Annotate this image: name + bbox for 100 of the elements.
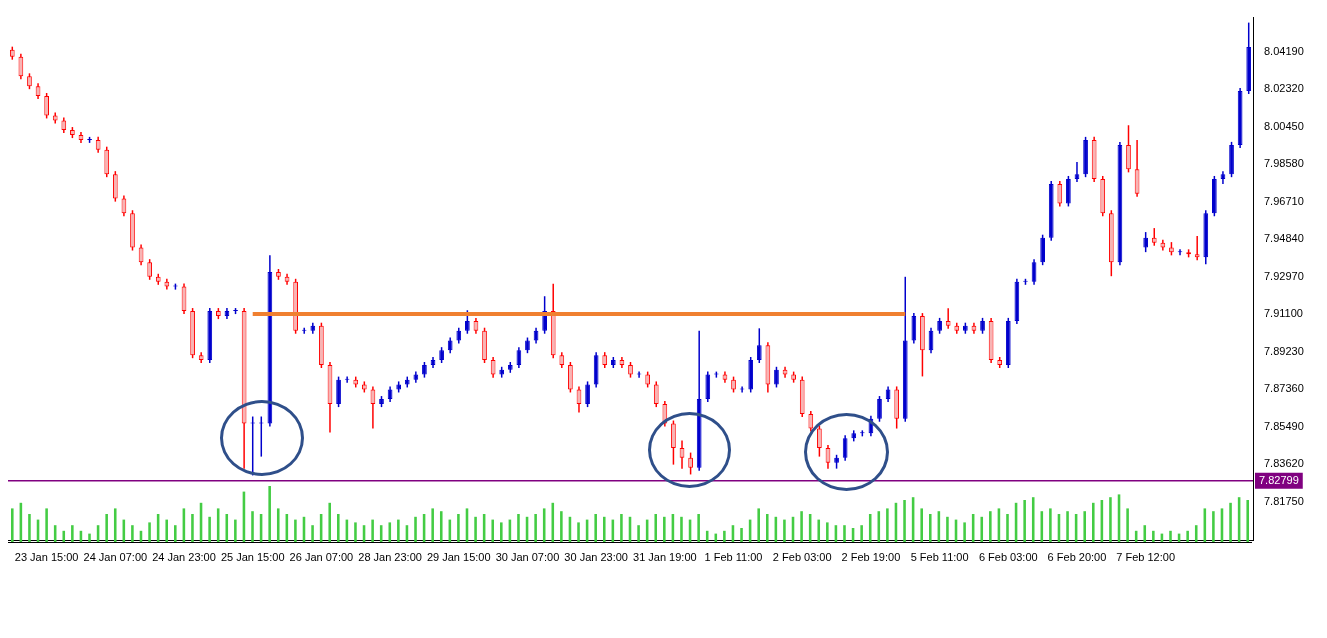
bar — [439, 511, 443, 542]
bar — [62, 530, 66, 542]
bar — [500, 522, 503, 542]
candlestick — [147, 258, 153, 281]
candlestick — [1212, 175, 1217, 218]
bar — [903, 500, 906, 542]
x-tick-label: 5 Feb 11:00 — [910, 551, 969, 564]
bar — [337, 514, 340, 542]
bar — [843, 525, 846, 542]
bar — [1006, 514, 1009, 542]
candlestick — [911, 312, 917, 345]
bar — [654, 514, 658, 542]
candlestick — [628, 361, 633, 379]
bar — [757, 508, 760, 542]
x-tick-label: 30 Jan 23:00 — [564, 551, 628, 564]
bar — [826, 522, 829, 542]
candlestick — [834, 454, 839, 470]
candlestick — [1040, 233, 1045, 266]
y-tick-label: 8.02320 — [1264, 82, 1304, 95]
bar — [328, 502, 332, 542]
bar — [294, 519, 297, 542]
bar — [602, 516, 606, 542]
candlestick — [27, 72, 32, 90]
bar — [397, 519, 400, 542]
bar — [594, 514, 597, 542]
bar — [560, 511, 563, 542]
y-tick-label: 7.94840 — [1264, 232, 1304, 245]
bar — [800, 511, 803, 542]
bar — [680, 516, 683, 542]
bar — [414, 516, 417, 542]
candlestick — [1126, 124, 1131, 174]
y-tick-label: 7.85490 — [1264, 419, 1304, 432]
bar — [251, 511, 254, 542]
candlestick — [379, 395, 384, 408]
x-tick-label: 6 Feb 20:00 — [1047, 551, 1107, 564]
bar — [705, 530, 709, 542]
bar — [860, 525, 863, 542]
y-tick-label: 7.87360 — [1264, 382, 1304, 395]
y-tick-label: 7.81750 — [1264, 494, 1304, 507]
bar — [105, 514, 108, 542]
bar — [1083, 511, 1086, 542]
x-tick-label: 7 Feb 12:00 — [1116, 551, 1176, 564]
candlestick — [817, 424, 822, 458]
x-tick-label: 26 Jan 07:00 — [289, 551, 354, 564]
bar — [740, 528, 743, 542]
candlestick — [44, 92, 49, 120]
bar — [1143, 525, 1147, 542]
x-tick-label: 6 Feb 03:00 — [978, 551, 1038, 564]
candlestick — [980, 317, 985, 335]
bar — [920, 508, 923, 542]
bar — [1212, 511, 1215, 542]
bar — [1066, 511, 1069, 542]
bar — [311, 525, 314, 542]
bar — [1049, 508, 1052, 542]
bar — [457, 514, 460, 542]
bar — [963, 522, 966, 542]
bar — [388, 522, 392, 542]
bar — [1186, 530, 1189, 542]
candlestick — [1194, 235, 1200, 262]
ref-line-label: 7.82799 — [1259, 473, 1299, 486]
bar — [491, 519, 495, 542]
bar — [11, 508, 14, 542]
bar — [637, 525, 640, 542]
candlestick — [293, 278, 298, 335]
bar — [191, 514, 194, 542]
candlestick — [422, 361, 427, 379]
candlestick — [276, 268, 281, 281]
y-tick-label: 7.92970 — [1264, 269, 1304, 282]
candlestick — [1066, 175, 1071, 208]
x-tick-label: 30 Jan 07:00 — [495, 551, 560, 564]
bar — [1229, 502, 1232, 542]
x-tick-label: 24 Jan 07:00 — [83, 551, 148, 564]
bar — [817, 519, 821, 542]
x-tick-label: 2 Feb 03:00 — [772, 551, 832, 564]
candlestick — [70, 126, 75, 139]
y-tick-label: 7.89230 — [1264, 344, 1304, 357]
candlestick — [216, 307, 221, 320]
candlestick — [945, 307, 951, 330]
candlestick — [1083, 136, 1088, 178]
bar — [148, 522, 151, 542]
candlestick — [585, 380, 590, 408]
y-tick-label: 8.00450 — [1264, 119, 1304, 132]
candlestick — [336, 375, 341, 408]
bar — [1126, 508, 1129, 542]
bar — [71, 525, 74, 542]
bar — [1023, 500, 1026, 542]
candlestick — [877, 395, 882, 423]
bar — [276, 508, 280, 542]
bar — [234, 519, 237, 542]
bar — [113, 508, 117, 542]
bar — [268, 486, 271, 542]
y-tick-label: 7.91100 — [1264, 307, 1303, 320]
bar — [928, 514, 932, 542]
x-tick-label: 23 Jan 15:00 — [14, 551, 79, 564]
bar — [765, 514, 769, 542]
candlestick — [525, 336, 530, 354]
bar — [1031, 497, 1035, 542]
candlestick — [1057, 180, 1063, 208]
candlestick — [842, 434, 848, 462]
candlestick — [1229, 141, 1234, 178]
